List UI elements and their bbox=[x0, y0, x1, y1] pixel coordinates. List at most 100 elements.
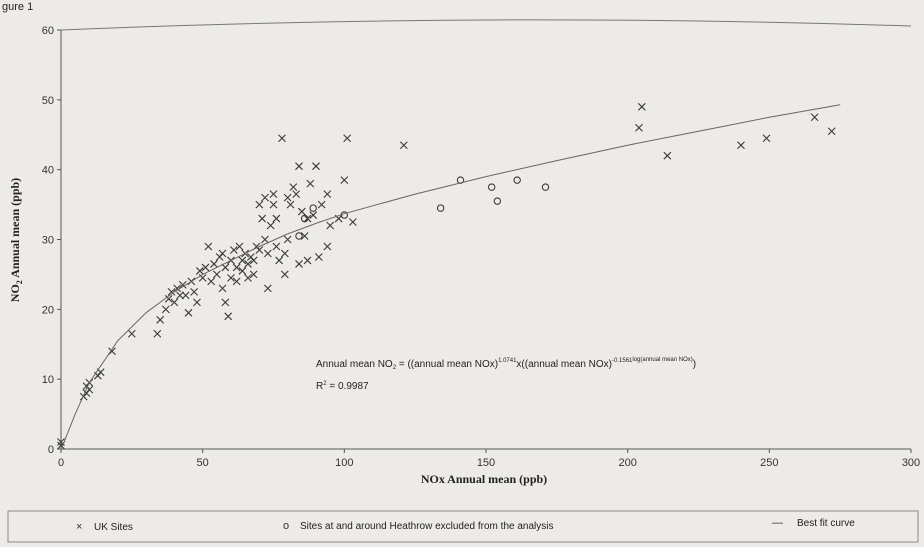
y-tick-label: 0 bbox=[48, 444, 54, 456]
svg-text:R2 = 0.9987: R2 = 0.9987 bbox=[316, 381, 369, 392]
x-tick-label: 100 bbox=[335, 457, 353, 469]
uk-site-point bbox=[185, 309, 192, 316]
figure-caption: gure 1 bbox=[2, 1, 33, 13]
series-layer bbox=[58, 103, 841, 449]
uk-site-point bbox=[182, 292, 189, 299]
uk-site-point bbox=[208, 278, 215, 285]
uk-site-point bbox=[162, 306, 169, 313]
legend-label-heathrow: Sites at and around Heathrow excluded fr… bbox=[300, 521, 553, 532]
axis-lines bbox=[61, 30, 911, 449]
x-tick-label: 150 bbox=[477, 457, 495, 469]
uk-site-point bbox=[264, 285, 271, 292]
uk-site-point bbox=[276, 257, 283, 264]
legend: × UK Sites o Sites at and around Heathro… bbox=[8, 511, 918, 542]
uk-site-point bbox=[400, 142, 407, 149]
x-tick-label: 300 bbox=[902, 457, 920, 469]
uk-site-point bbox=[307, 180, 314, 187]
uk-site-point bbox=[273, 243, 280, 250]
uk-site-point bbox=[298, 208, 305, 215]
uk-site-point bbox=[264, 250, 271, 257]
uk-site-point bbox=[219, 250, 226, 257]
uk-site-point bbox=[222, 264, 229, 271]
best-fit-curve bbox=[62, 105, 840, 447]
equation-suffix: ) bbox=[693, 359, 696, 370]
uk-site-point bbox=[296, 163, 303, 170]
equation-exp2: -0.1561 bbox=[612, 358, 633, 364]
x-axis-ticks: 0 50 100 150 200 250 300 bbox=[58, 449, 920, 469]
y-tick-label: 50 bbox=[42, 95, 54, 107]
legend-symbol-best-fit: — bbox=[772, 517, 783, 529]
uk-site-point bbox=[259, 215, 266, 222]
uk-site-point bbox=[154, 330, 161, 337]
uk-site-point bbox=[324, 191, 331, 198]
legend-symbol-heathrow: o bbox=[283, 520, 289, 532]
uk-site-point bbox=[279, 135, 286, 142]
uk-site-point bbox=[205, 243, 212, 250]
uk-site-point bbox=[284, 194, 291, 201]
equation-prefix: Annual mean NO bbox=[316, 359, 393, 370]
uk-site-point bbox=[763, 135, 770, 142]
uk-site-point bbox=[304, 257, 311, 264]
heathrow-site-point bbox=[310, 205, 316, 211]
uk-site-point bbox=[638, 103, 645, 110]
fit-equation: Annual mean NO2 = ((annual mean NOx)1.07… bbox=[316, 357, 696, 392]
uk-site-point bbox=[262, 236, 269, 243]
heathrow-site-point bbox=[296, 233, 302, 239]
uk-site-point bbox=[270, 191, 277, 198]
equation-exp2b: log(annual mean NOx) bbox=[632, 357, 692, 363]
uk-site-point bbox=[219, 285, 226, 292]
legend-label-uk-sites: UK Sites bbox=[94, 522, 133, 533]
heathrow-site-point bbox=[437, 205, 443, 211]
legend-symbol-uk-sites: × bbox=[76, 521, 82, 533]
y-tick-label: 30 bbox=[42, 235, 54, 247]
r2-value: = 0.9987 bbox=[327, 381, 369, 392]
uk-site-point bbox=[327, 222, 334, 229]
uk-site-point bbox=[313, 163, 320, 170]
uk-site-point bbox=[281, 250, 288, 257]
heathrow-site-point bbox=[494, 198, 500, 204]
uk-site-point bbox=[281, 271, 288, 278]
x-axis-title: NOx Annual mean (ppb) bbox=[421, 472, 547, 486]
uk-site-point bbox=[262, 194, 269, 201]
uk-site-point bbox=[273, 215, 280, 222]
uk-site-point bbox=[222, 299, 229, 306]
uk-site-point bbox=[344, 135, 351, 142]
uk-site-point bbox=[256, 201, 263, 208]
x-tick-label: 50 bbox=[197, 457, 209, 469]
uk-site-point bbox=[225, 313, 232, 320]
equation-mid2: x((annual mean NOx) bbox=[516, 359, 612, 370]
equation-exp1: 1.0741 bbox=[498, 358, 517, 364]
uk-site-point bbox=[211, 260, 218, 267]
uk-site-point bbox=[293, 191, 300, 198]
uk-site-point bbox=[324, 243, 331, 250]
uk-site-point bbox=[128, 330, 135, 337]
y-tick-label: 10 bbox=[42, 374, 54, 386]
y-axis-title: NO2 Annual mean (ppb) bbox=[8, 178, 24, 302]
uk-site-point bbox=[811, 114, 818, 121]
legend-label-best-fit: Best fit curve bbox=[797, 518, 855, 529]
uk-site-point bbox=[318, 201, 325, 208]
r2-label: R bbox=[316, 381, 323, 392]
uk-site-point bbox=[157, 316, 164, 323]
y-axis-title-rest: Annual mean (ppb) bbox=[8, 178, 22, 280]
y-tick-label: 60 bbox=[42, 25, 54, 37]
uk-site-point bbox=[270, 201, 277, 208]
heathrow-site-point bbox=[514, 177, 520, 183]
uk-site-point bbox=[315, 253, 322, 260]
uk-site-point bbox=[284, 236, 291, 243]
uk-site-point bbox=[287, 201, 294, 208]
y-axis-title-main: NO bbox=[8, 284, 22, 302]
heathrow-site-point bbox=[542, 184, 548, 190]
uk-site-point bbox=[213, 271, 220, 278]
uk-site-point bbox=[828, 128, 835, 135]
svg-text:Annual mean NO2 = ((annual mea: Annual mean NO2 = ((annual mean NOx)1.07… bbox=[316, 357, 696, 371]
uk-site-point bbox=[290, 184, 297, 191]
x-tick-label: 200 bbox=[618, 457, 636, 469]
y-tick-label: 20 bbox=[42, 304, 54, 316]
uk-site-point bbox=[664, 152, 671, 159]
uk-site-point bbox=[636, 124, 643, 131]
plot-top-border bbox=[61, 20, 911, 30]
uk-site-point bbox=[194, 299, 201, 306]
uk-site-point bbox=[349, 219, 356, 226]
